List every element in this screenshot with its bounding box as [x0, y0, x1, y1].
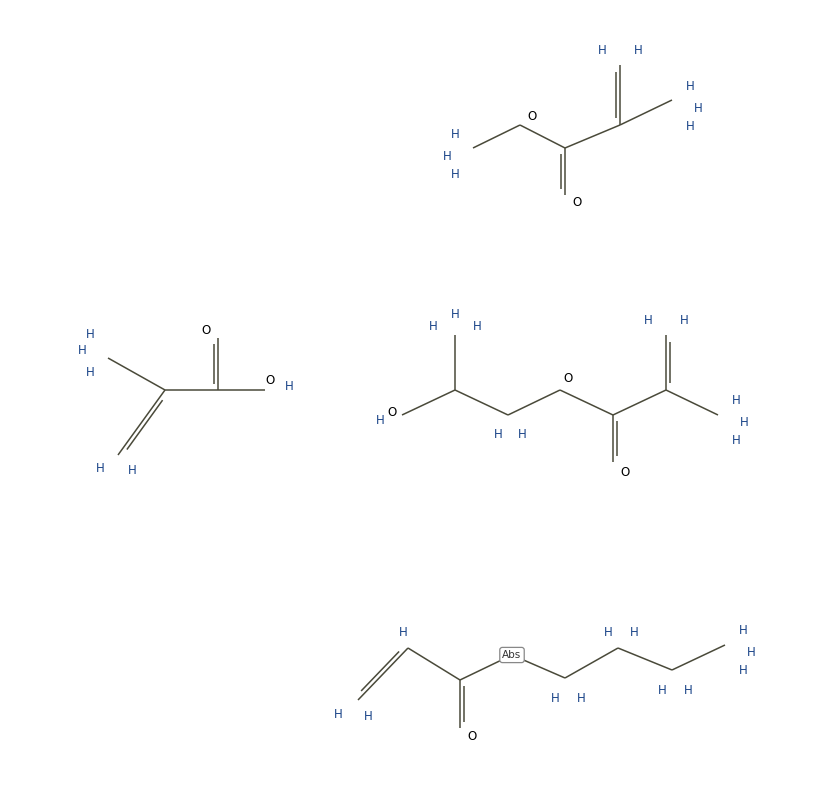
Text: O: O — [387, 407, 396, 419]
Text: H: H — [604, 626, 612, 638]
Text: H: H — [732, 435, 740, 447]
Text: H: H — [747, 646, 755, 660]
Text: H: H — [738, 625, 748, 638]
Text: O: O — [265, 374, 275, 386]
Text: O: O — [572, 197, 581, 209]
Text: H: H — [738, 665, 748, 677]
Text: H: H — [576, 691, 585, 704]
Text: H: H — [473, 320, 481, 334]
Text: H: H — [680, 315, 688, 328]
Text: H: H — [96, 462, 104, 476]
Text: H: H — [643, 315, 653, 328]
Text: H: H — [685, 79, 695, 93]
Text: H: H — [684, 684, 692, 696]
Text: H: H — [694, 102, 702, 114]
Text: H: H — [77, 343, 87, 357]
Text: H: H — [428, 320, 438, 334]
Text: O: O — [564, 371, 573, 385]
Text: H: H — [658, 684, 666, 696]
Text: O: O — [467, 730, 476, 742]
Text: Abs: Abs — [502, 650, 522, 660]
Text: H: H — [494, 428, 502, 442]
Text: O: O — [528, 110, 537, 124]
Text: H: H — [450, 128, 459, 140]
Text: H: H — [399, 626, 407, 638]
Text: H: H — [685, 120, 695, 132]
Text: H: H — [450, 167, 459, 181]
Text: H: H — [375, 415, 385, 427]
Text: H: H — [740, 416, 748, 430]
Text: H: H — [285, 380, 293, 393]
Text: H: H — [450, 308, 459, 321]
Text: H: H — [443, 150, 451, 163]
Text: H: H — [597, 44, 606, 58]
Text: H: H — [86, 328, 94, 340]
Text: H: H — [630, 626, 638, 638]
Text: H: H — [517, 428, 527, 442]
Text: H: H — [333, 707, 343, 721]
Text: H: H — [128, 465, 136, 477]
Text: H: H — [86, 366, 94, 378]
Text: H: H — [364, 710, 372, 722]
Text: H: H — [551, 691, 559, 704]
Text: O: O — [621, 465, 630, 478]
Text: O: O — [202, 324, 211, 336]
Text: H: H — [732, 394, 740, 408]
Text: H: H — [633, 44, 643, 58]
